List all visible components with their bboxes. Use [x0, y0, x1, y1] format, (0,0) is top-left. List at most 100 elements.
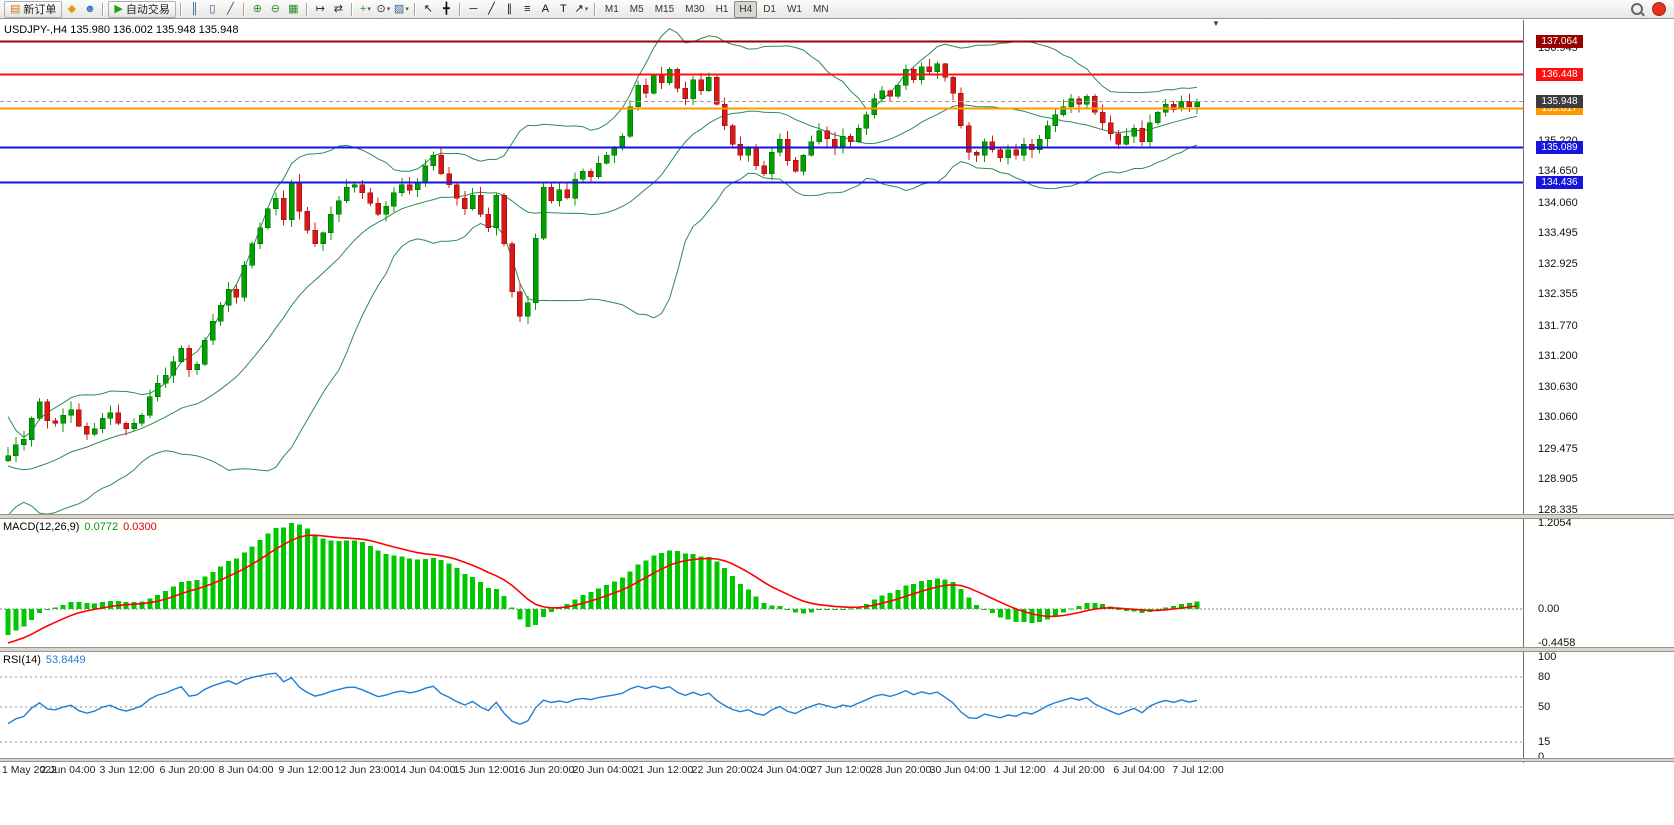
timeframe-h1-button[interactable]: H1 [715, 3, 729, 15]
trendline-button[interactable]: ╱ [483, 2, 500, 17]
time-tick: 6 Jun 20:00 [159, 764, 215, 776]
candle [903, 64, 909, 90]
community-button[interactable]: ☻ [81, 2, 98, 17]
candle [76, 403, 82, 428]
timeframe-m30-button[interactable]: M30 [685, 3, 705, 15]
candle [241, 261, 248, 302]
zoom-in-icon: ⊕ [252, 2, 262, 15]
macd-panel-canvas[interactable] [0, 519, 1523, 647]
panel-separator[interactable] [0, 758, 1674, 762]
candle [918, 62, 925, 85]
crosshair-button[interactable]: ╋ [438, 2, 455, 17]
price-chart-canvas[interactable] [0, 20, 1523, 514]
candle [1036, 135, 1043, 154]
charts-grid-button[interactable]: ◆ [63, 2, 80, 17]
candle [942, 62, 948, 82]
candle [68, 401, 74, 423]
panel-separator[interactable] [0, 647, 1674, 652]
toolbar-separator [242, 2, 245, 16]
candle [895, 83, 901, 99]
candle [769, 146, 775, 180]
candle [210, 313, 216, 346]
rsi-scale-tick: 80 [1538, 671, 1551, 683]
candle [233, 285, 240, 304]
crosshair-icon: ╋ [443, 2, 450, 15]
periods-button[interactable]: ⊙ ▾ [375, 2, 392, 17]
community-icon: ☻ [84, 2, 96, 15]
toolbar-separator [458, 2, 461, 16]
candle [887, 89, 893, 103]
candle [595, 156, 602, 179]
toolbar-separator [102, 2, 105, 16]
time-tick: 6 Jul 04:00 [1113, 764, 1165, 776]
line-chart-button[interactable]: ╱ [222, 2, 239, 17]
candle [438, 147, 444, 175]
timeframe-m15-button[interactable]: M15 [654, 3, 675, 15]
notification-badge[interactable] [1652, 2, 1666, 16]
price-line-label: 136.448 [1536, 68, 1583, 81]
candle [312, 222, 318, 247]
candle [603, 152, 610, 165]
label-tool-button[interactable]: T [555, 2, 572, 17]
candle [13, 437, 19, 462]
timeframe-m1-button[interactable]: M1 [604, 3, 619, 15]
price-tick: 130.630 [1538, 381, 1578, 393]
candle [194, 361, 200, 376]
candle [997, 146, 1004, 163]
window-icons [1631, 2, 1666, 16]
arrows-tool-button[interactable]: ↗ ▾ [573, 2, 590, 17]
timeframe-w1-button[interactable]: W1 [786, 3, 802, 15]
horizontal-line-button[interactable]: ─ [465, 2, 482, 17]
cursor-icon: ↖ [423, 2, 433, 15]
rsi-panel-canvas[interactable] [0, 652, 1523, 758]
candle [217, 301, 224, 327]
candle [469, 187, 476, 211]
candle [966, 122, 972, 161]
candle [981, 138, 988, 163]
indicators-button[interactable]: + ▾ [357, 2, 374, 17]
candle [406, 177, 413, 195]
fibonacci-button[interactable]: ≡ [519, 2, 536, 17]
timeframe-d1-button[interactable]: D1 [763, 3, 776, 15]
candle [950, 76, 956, 101]
auto-scroll-button[interactable]: ↦ [312, 2, 329, 17]
search-icon[interactable] [1631, 3, 1643, 15]
candlestick-chart-icon: ▯ [209, 2, 216, 15]
candle [572, 172, 578, 206]
candle [643, 78, 649, 98]
text-tool-button[interactable]: A [537, 2, 554, 17]
time-axis[interactable]: 1 May 2022 2 Jun 04:00 3 Jun 12:00 6 Jun 20… [0, 764, 1523, 779]
candle [288, 179, 295, 228]
zoom-out-button[interactable]: ⊖ [267, 2, 284, 17]
toolbar-separator [179, 2, 182, 16]
candle [1139, 120, 1145, 147]
candlestick-chart-button[interactable]: ▯ [204, 2, 221, 17]
candle [729, 123, 736, 148]
toolbar-separator [413, 2, 416, 16]
price-axis[interactable]: 136.945135.220134.650134.060133.495132.9… [1523, 20, 1674, 763]
candle [351, 181, 358, 193]
candle [107, 405, 114, 426]
cursor-button[interactable]: ↖ [420, 2, 437, 17]
timeframe-mn-button[interactable]: MN [812, 3, 829, 15]
candle [249, 241, 255, 269]
tile-windows-button[interactable]: ▦ [285, 2, 302, 17]
zoom-in-button[interactable]: ⊕ [249, 2, 266, 17]
chart-shift-button[interactable]: ⇄ [330, 2, 347, 17]
fibonacci-icon: ≡ [524, 2, 531, 15]
candle [1131, 124, 1137, 144]
candle [666, 67, 673, 86]
templates-button[interactable]: ▨ ▾ [393, 2, 410, 17]
timeframe-h4-button[interactable]: H4 [734, 0, 758, 18]
timeframe-m5-button[interactable]: M5 [629, 3, 644, 15]
chart-shift-marker[interactable]: ▼ [1212, 19, 1220, 28]
time-tick: 12 Jun 23:00 [334, 764, 396, 776]
new-order-button[interactable]: ▤ 新订单 [4, 0, 63, 18]
autotrading-button[interactable]: ▶ 自动交易 [108, 0, 176, 18]
candle [493, 193, 500, 236]
templates-icon: ▨ [393, 2, 405, 15]
bar-chart-button[interactable]: ║ [186, 2, 203, 17]
channel-button[interactable]: ∥ [501, 2, 518, 17]
panel-separator[interactable] [0, 514, 1674, 519]
